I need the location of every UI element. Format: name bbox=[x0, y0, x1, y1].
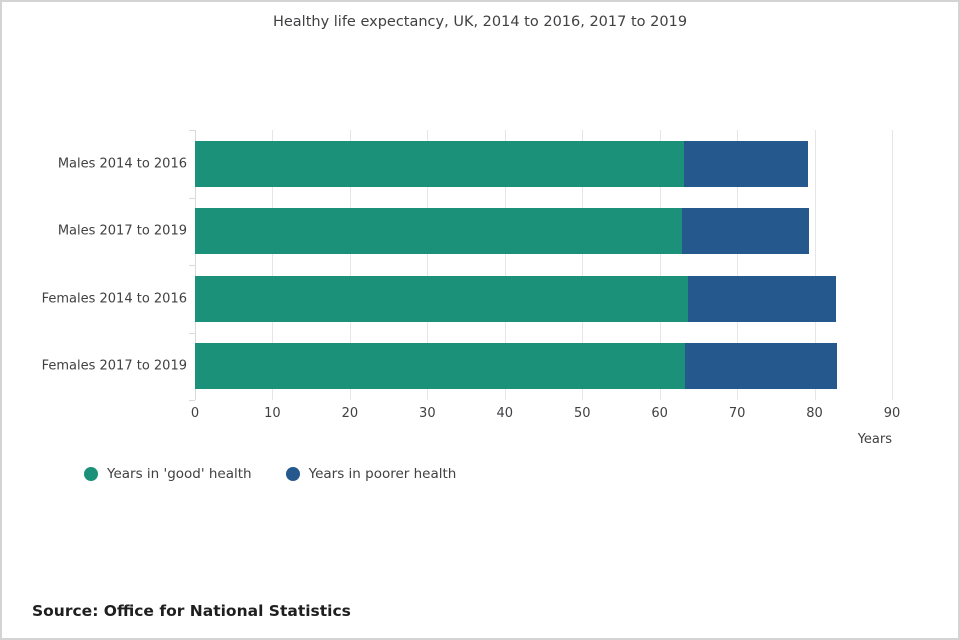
gridline-60 bbox=[659, 130, 661, 400]
gridline-30 bbox=[427, 130, 429, 400]
y-axis-tick bbox=[189, 265, 195, 266]
x-axis-title: Years bbox=[857, 432, 892, 447]
bar-segment-poorer-health[interactable] bbox=[683, 140, 808, 187]
legend-label: Years in 'good' health bbox=[107, 466, 252, 482]
x-tick-label: 80 bbox=[806, 406, 823, 421]
legend-label: Years in poorer health bbox=[308, 466, 457, 482]
gridline-80 bbox=[814, 130, 816, 400]
bar-row bbox=[195, 275, 892, 322]
legend-dot-icon bbox=[285, 467, 300, 481]
legend: Years in 'good' health Years in poorer he… bbox=[84, 466, 456, 482]
gridline-20 bbox=[349, 130, 351, 400]
y-axis-tick bbox=[189, 130, 195, 131]
x-tick-label: 30 bbox=[419, 406, 436, 421]
source-text: Source: Office for National Statistics bbox=[32, 602, 351, 620]
bar-segment-poorer-health[interactable] bbox=[688, 275, 837, 322]
plot-area bbox=[189, 130, 893, 401]
bar-segment-poorer-health[interactable] bbox=[685, 343, 837, 390]
y-axis-line bbox=[195, 130, 196, 400]
y-axis-tick bbox=[189, 400, 195, 401]
x-tick-label: 10 bbox=[264, 406, 281, 421]
x-tick-label: 70 bbox=[728, 406, 746, 421]
y-axis-tick bbox=[189, 332, 195, 334]
bar-segment-good-health[interactable] bbox=[195, 208, 683, 255]
legend-dot-icon bbox=[84, 467, 98, 481]
gridline-40 bbox=[504, 130, 506, 400]
category-label: Males 2014 to 2016 bbox=[57, 156, 187, 172]
x-tick-label: 20 bbox=[341, 406, 359, 421]
bar-segment-poorer-health[interactable] bbox=[682, 208, 810, 255]
gridline-50 bbox=[582, 130, 584, 400]
x-tick-label: 40 bbox=[496, 406, 514, 421]
x-tick-label: 0 bbox=[190, 406, 200, 421]
legend-item-good-health[interactable]: Years in 'good' health bbox=[84, 466, 252, 482]
gridline-90 bbox=[892, 130, 893, 400]
gridline-70 bbox=[737, 130, 739, 400]
bar-segment-good-health[interactable] bbox=[195, 140, 684, 187]
chart-title: Healthy life expectancy, UK, 2014 to 201… bbox=[272, 14, 688, 30]
x-tick-label: 60 bbox=[651, 406, 668, 421]
bar-row bbox=[195, 343, 892, 390]
bar-row bbox=[195, 208, 892, 255]
x-tick-label: 90 bbox=[883, 406, 901, 421]
category-label: Females 2014 to 2016 bbox=[41, 291, 187, 307]
gridline-10 bbox=[272, 130, 274, 400]
bar-row bbox=[195, 140, 892, 187]
bar-segment-good-health[interactable] bbox=[195, 275, 689, 322]
y-axis-tick bbox=[189, 197, 195, 199]
legend-item-poorer-health[interactable]: Years in poorer health bbox=[285, 466, 457, 482]
bar-segment-good-health[interactable] bbox=[195, 343, 686, 390]
category-label: Males 2017 to 2019 bbox=[57, 223, 187, 239]
x-tick-label: 50 bbox=[573, 406, 591, 421]
category-label: Females 2017 to 2019 bbox=[41, 358, 187, 374]
